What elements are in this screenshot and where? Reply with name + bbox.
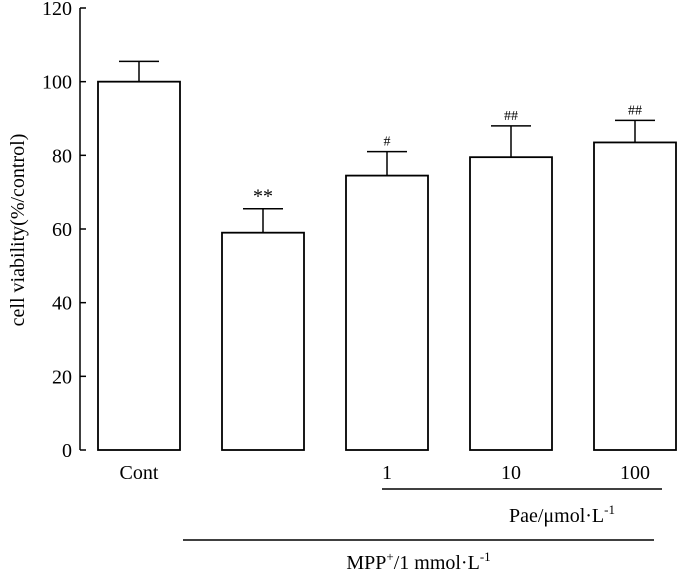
y-tick-label: 20 — [52, 366, 72, 388]
bar — [593, 141, 677, 451]
y-axis-label: cell viability(%/control) — [7, 134, 29, 327]
y-axis: 0 20 40 60 80 100 120 — [42, 0, 86, 462]
significance-mark: # — [384, 135, 391, 150]
bar — [97, 80, 181, 451]
x-tick-label: Cont — [120, 462, 159, 484]
y-tick-label: 60 — [52, 219, 72, 241]
significance-mark: ## — [628, 103, 642, 118]
bar — [221, 231, 305, 451]
x-tick-labels: Cont 1 10 100 — [120, 462, 650, 484]
significance-mark: ** — [253, 186, 273, 208]
x-tick-label: 1 — [382, 462, 392, 484]
bars: **### ## — [97, 60, 677, 451]
y-tick-label: 100 — [42, 72, 72, 94]
x-tick-label: 10 — [501, 462, 521, 484]
y-tick-label: 120 — [42, 0, 72, 20]
group-labels: Pae/μmol·L-1 MPP+/1 mmol·L-1 — [183, 488, 662, 574]
significance-mark: ## — [504, 109, 518, 124]
bar — [469, 156, 553, 451]
y-tick-label: 80 — [52, 145, 72, 167]
group-label: Pae/μmol·L-1 — [509, 502, 615, 527]
group-label: MPP+/1 mmol·L-1 — [346, 549, 490, 574]
y-tick-label: 0 — [62, 440, 72, 462]
x-tick-label: 100 — [620, 462, 650, 484]
y-tick-label: 40 — [52, 293, 72, 315]
bar — [345, 174, 429, 451]
